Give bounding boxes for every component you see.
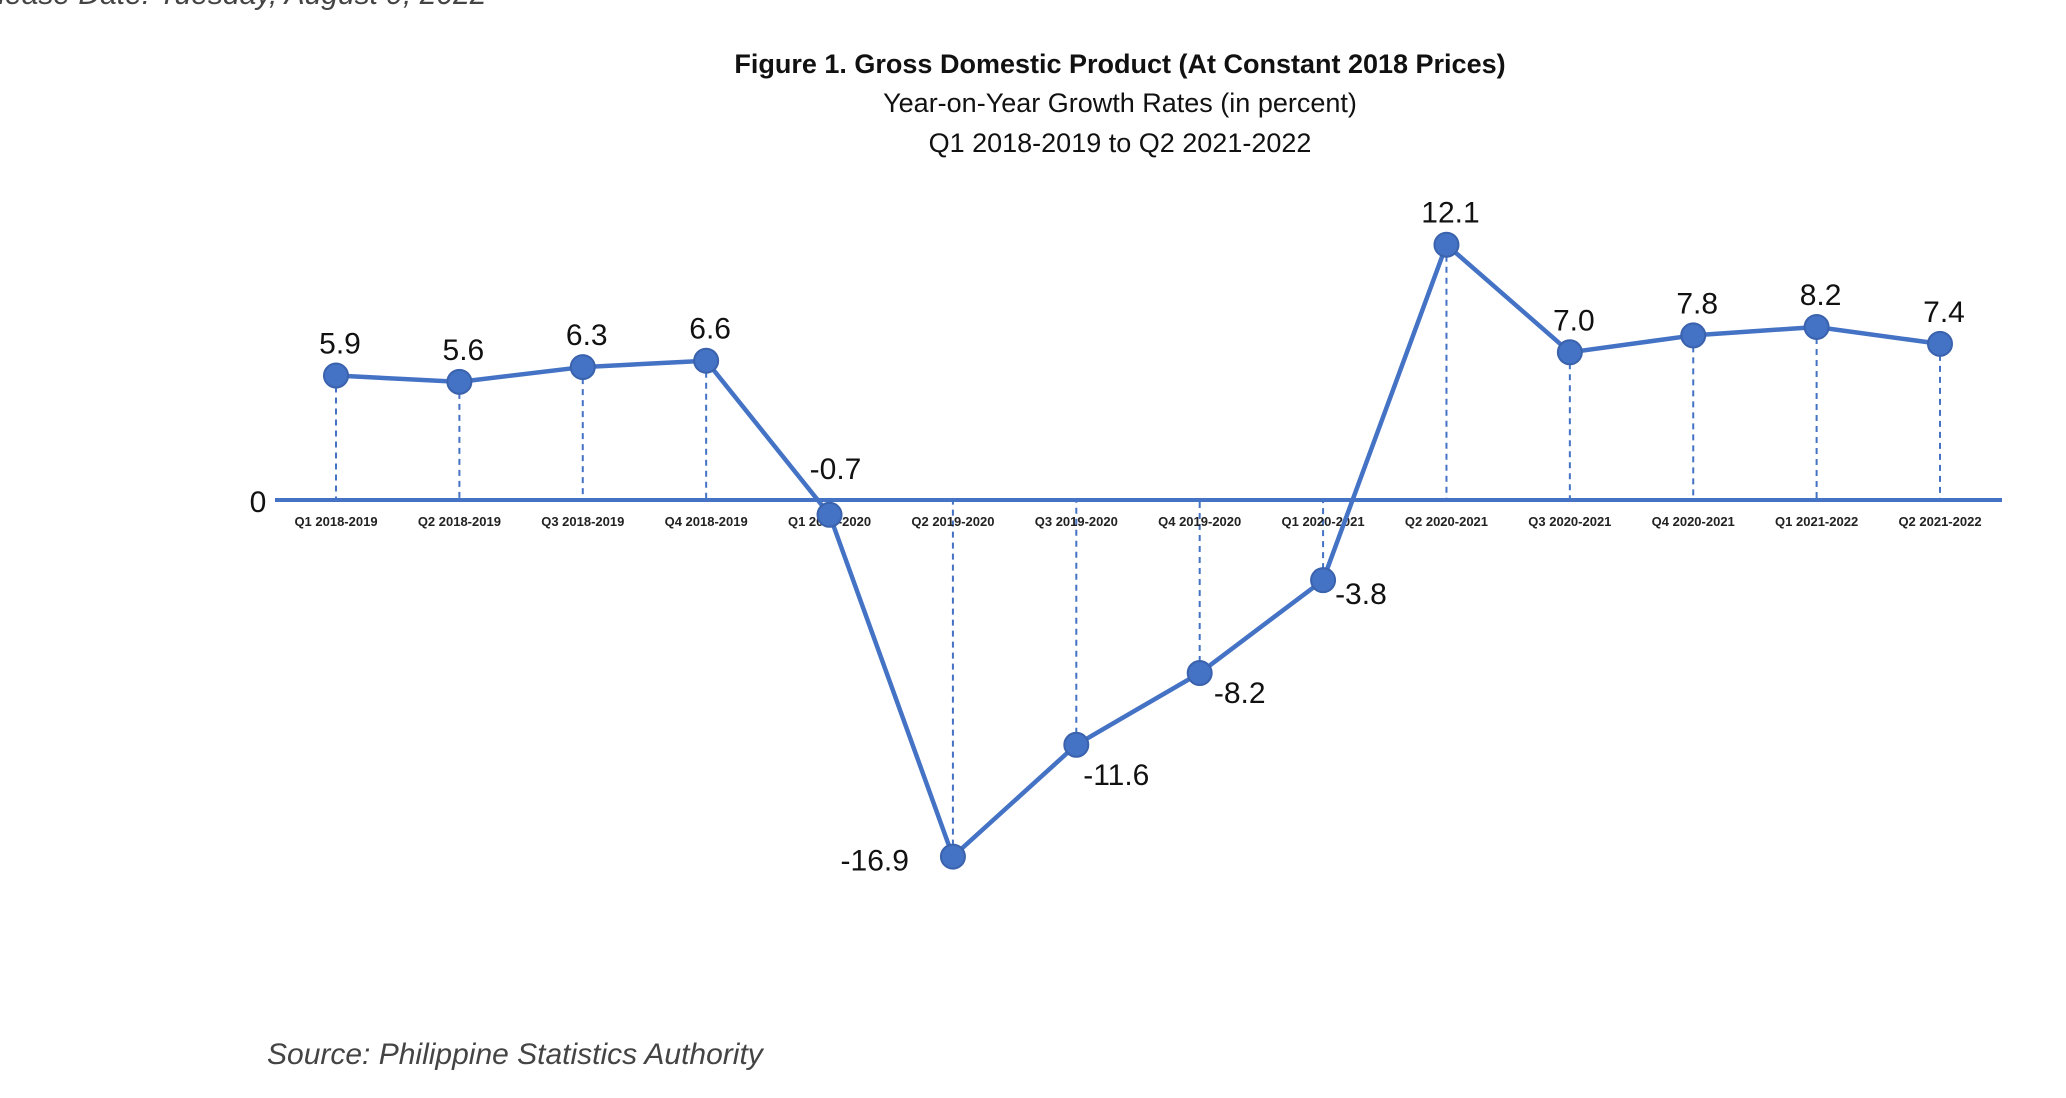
- x-tick-label: Q3 2019-2020: [1035, 514, 1118, 529]
- data-point: [1927, 330, 1953, 357]
- chart-subtitle-range: Q1 2018-2019 to Q2 2021-2022: [929, 128, 1312, 158]
- x-tick-label: Q2 2019-2020: [911, 514, 994, 529]
- data-point: [1803, 313, 1830, 340]
- x-tick-label: Q2 2020-2021: [1405, 514, 1488, 529]
- data-label: -16.9: [841, 845, 909, 878]
- data-label: 5.9: [319, 328, 361, 361]
- data-label: 7.4: [1923, 296, 1965, 329]
- x-tick-label: Q3 2018-2019: [541, 514, 624, 529]
- data-label: 5.6: [443, 334, 485, 367]
- data-label: 12.1: [1421, 197, 1479, 230]
- data-label: 6.3: [566, 319, 608, 352]
- source-note: Source: Philippine Statistics Authority: [267, 1038, 763, 1071]
- data-point: [569, 354, 596, 381]
- data-point: [1063, 731, 1090, 758]
- data-label: 7.8: [1676, 287, 1718, 320]
- data-point: [1556, 339, 1583, 366]
- x-tick-label: Q1 2020-2021: [1282, 514, 1365, 529]
- data-label: 6.6: [689, 313, 731, 346]
- x-tick-label: Q2 2021-2022: [1898, 514, 1981, 529]
- data-label: -3.8: [1335, 578, 1387, 611]
- data-point: [1680, 322, 1707, 349]
- data-label: 8.2: [1800, 279, 1842, 312]
- x-tick-label: Q1 2018-2019: [294, 514, 377, 529]
- data-label: -11.6: [1083, 759, 1149, 792]
- x-tick-label: Q4 2019-2020: [1158, 514, 1241, 529]
- data-point: [939, 843, 966, 870]
- data-point: [446, 368, 473, 395]
- data-point: [816, 501, 843, 528]
- release-date: Release Date: Tuesday, August 9, 2022: [0, 0, 486, 12]
- x-tick-label: Q3 2020-2021: [1528, 514, 1611, 529]
- chart-subtitle: Year-on-Year Growth Rates (in percent): [883, 88, 1357, 118]
- x-tick-label: Q4 2018-2019: [665, 514, 748, 529]
- x-tick-label: Q2 2018-2019: [418, 514, 501, 529]
- data-label: -0.7: [810, 453, 862, 486]
- data-point: [323, 362, 349, 389]
- x-tick-label: Q1 2021-2022: [1775, 514, 1858, 529]
- data-point: [1433, 231, 1460, 258]
- chart-title: Figure 1. Gross Domestic Product (At Con…: [734, 49, 1505, 79]
- data-point: [1310, 567, 1337, 594]
- data-label: 7.0: [1553, 304, 1595, 337]
- series-line: [335, 242, 1941, 859]
- data-point: [1186, 660, 1213, 687]
- data-point: [693, 347, 720, 374]
- data-label: -8.2: [1214, 677, 1266, 710]
- zero-label: 0: [250, 486, 267, 519]
- x-tick-label: Q4 2020-2021: [1652, 514, 1735, 529]
